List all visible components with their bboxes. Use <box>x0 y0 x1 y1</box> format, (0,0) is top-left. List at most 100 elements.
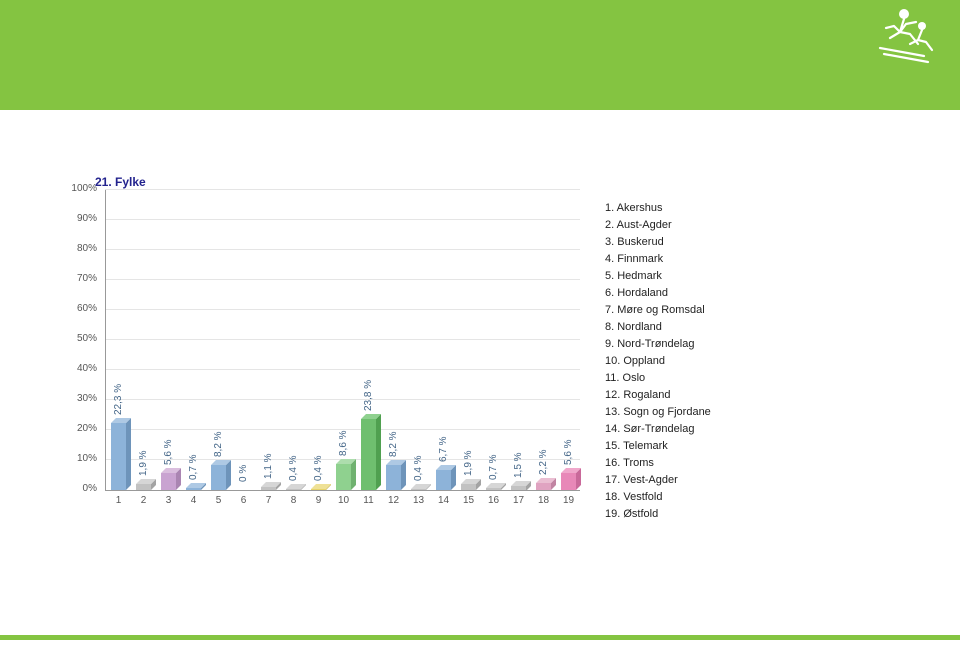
bar-value-label: 0,4 % <box>413 455 424 481</box>
x-axis-label: 18 <box>533 495 554 506</box>
bar: 2,2 % <box>536 478 556 490</box>
legend-item: 2. Aust-Agder <box>605 217 711 234</box>
legend-item: 12. Rogaland <box>605 387 711 404</box>
legend-item: 3. Buskerud <box>605 234 711 251</box>
legend-item: 16. Troms <box>605 455 711 472</box>
legend-item: 4. Finnmark <box>605 251 711 268</box>
bar: 1,9 % <box>136 479 156 490</box>
bar: 22,3 % <box>111 418 131 490</box>
gridline <box>105 249 580 250</box>
bar-value-label: 0,7 % <box>188 454 199 480</box>
bar-value-label: 1,5 % <box>513 452 524 478</box>
x-axis-label: 16 <box>483 495 504 506</box>
gridline <box>105 339 580 340</box>
y-axis-label: 100% <box>60 183 97 194</box>
x-axis-label: 3 <box>158 495 179 506</box>
gridline <box>105 399 580 400</box>
x-axis-label: 4 <box>183 495 204 506</box>
legend-item: 9. Nord-Trøndelag <box>605 336 711 353</box>
legend-item: 19. Østfold <box>605 506 711 523</box>
y-axis-label: 90% <box>60 213 97 224</box>
legend-item: 10. Oppland <box>605 353 711 370</box>
y-axis-label: 40% <box>60 363 97 374</box>
bar-value-label: 1,1 % <box>263 453 274 479</box>
bar: 5,6 % <box>161 468 181 490</box>
footer-band <box>0 635 960 640</box>
x-axis-label: 15 <box>458 495 479 506</box>
x-axis-label: 8 <box>283 495 304 506</box>
y-axis <box>105 190 106 490</box>
y-axis-label: 80% <box>60 243 97 254</box>
legend-item: 8. Nordland <box>605 319 711 336</box>
bar-value-label: 2,2 % <box>538 450 549 476</box>
y-axis-label: 50% <box>60 333 97 344</box>
y-axis-label: 0% <box>60 483 97 494</box>
x-axis-label: 5 <box>208 495 229 506</box>
legend-item: 6. Hordaland <box>605 285 711 302</box>
bar-value-label: 1,9 % <box>138 451 149 477</box>
bar: 8,6 % <box>336 459 356 490</box>
y-axis-label: 30% <box>60 393 97 404</box>
legend-item: 14. Sør-Trøndelag <box>605 421 711 438</box>
bar-value-label: 22,3 % <box>113 384 124 415</box>
y-axis-label: 70% <box>60 273 97 284</box>
x-axis-label: 10 <box>333 495 354 506</box>
bar-value-label: 0 % <box>238 465 249 482</box>
bar-value-label: 8,2 % <box>388 432 399 458</box>
y-axis-label: 10% <box>60 453 97 464</box>
y-axis-label: 20% <box>60 423 97 434</box>
bar-value-label: 5,6 % <box>163 440 174 466</box>
legend-item: 15. Telemark <box>605 438 711 455</box>
skier-logo <box>860 4 940 69</box>
x-axis-label: 17 <box>508 495 529 506</box>
bar-value-label: 0,7 % <box>488 454 499 480</box>
x-axis-label: 7 <box>258 495 279 506</box>
bar-value-label: 8,6 % <box>338 431 349 457</box>
fylke-bar-chart: 22,3 % 1,9 % 5,6 % 0,7 % 8,2 % 0 % 1,1 % 0,4 % 0… <box>60 190 580 515</box>
header-band <box>0 0 960 110</box>
bar-value-label: 0,4 % <box>313 455 324 481</box>
legend: 1. Akershus2. Aust-Agder3. Buskerud4. Fi… <box>605 200 711 523</box>
bar: 1,1 % <box>261 482 281 490</box>
bar-value-label: 5,6 % <box>563 440 574 466</box>
x-axis-label: 6 <box>233 495 254 506</box>
bar: 8,2 % <box>386 460 406 490</box>
gridline <box>105 219 580 220</box>
bar: 1,5 % <box>511 481 531 491</box>
x-axis-label: 11 <box>358 495 379 506</box>
x-axis-label: 12 <box>383 495 404 506</box>
bar: 5,6 % <box>561 468 581 490</box>
bar-value-label: 1,9 % <box>463 451 474 477</box>
y-axis-label: 60% <box>60 303 97 314</box>
gridline <box>105 369 580 370</box>
x-axis-label: 2 <box>133 495 154 506</box>
bar-value-label: 8,2 % <box>213 432 224 458</box>
legend-item: 18. Vestfold <box>605 489 711 506</box>
bar: 6,7 % <box>436 465 456 490</box>
legend-item: 7. Møre og Romsdal <box>605 302 711 319</box>
gridline <box>105 309 580 310</box>
chart-title: 21. Fylke <box>95 175 146 189</box>
plot-area: 22,3 % 1,9 % 5,6 % 0,7 % 8,2 % 0 % 1,1 % 0,4 % 0… <box>105 190 580 490</box>
bar: 8,2 % <box>211 460 231 490</box>
x-axis-label: 9 <box>308 495 329 506</box>
bar: 0,7 % <box>186 483 206 490</box>
bar: 23,8 % <box>361 414 381 490</box>
legend-item: 5. Hedmark <box>605 268 711 285</box>
gridline <box>105 279 580 280</box>
legend-item: 11. Oslo <box>605 370 711 387</box>
bar: 1,9 % <box>461 479 481 490</box>
legend-item: 1. Akershus <box>605 200 711 217</box>
legend-item: 13. Sogn og Fjordane <box>605 404 711 421</box>
legend-item: 17. Vest-Agder <box>605 472 711 489</box>
x-axis-label: 1 <box>108 495 129 506</box>
bar: 0,7 % <box>486 483 506 490</box>
bar-value-label: 23,8 % <box>363 379 374 410</box>
x-axis-label: 19 <box>558 495 579 506</box>
x-axis <box>105 490 580 491</box>
x-axis-label: 14 <box>433 495 454 506</box>
legend-list: 1. Akershus2. Aust-Agder3. Buskerud4. Fi… <box>605 200 711 523</box>
bar-value-label: 0,4 % <box>288 455 299 481</box>
gridline <box>105 189 580 190</box>
bar-value-label: 6,7 % <box>438 436 449 462</box>
